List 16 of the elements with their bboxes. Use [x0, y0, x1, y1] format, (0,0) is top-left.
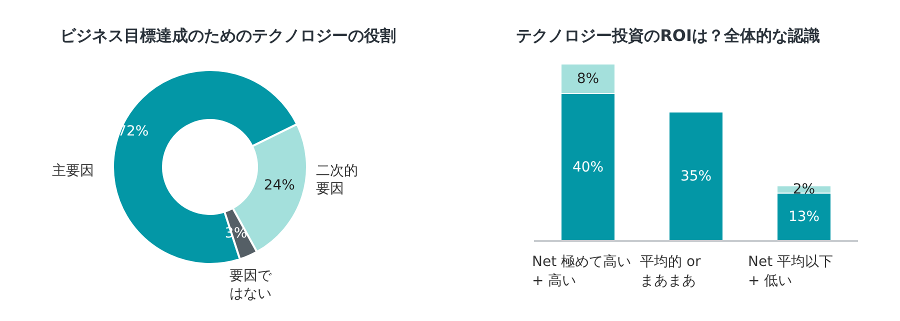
slice-label: 主要因 [52, 162, 94, 180]
chart-title: ビジネス目標達成のためのテクノロジーの役割 [59, 25, 397, 47]
bar [668, 111, 724, 242]
data-label: 13% [788, 209, 820, 226]
data-label: 8% [576, 70, 600, 87]
slice-label: 要因ではない [229, 267, 273, 303]
data-label: 72% [118, 124, 149, 140]
x-tick-label: 平均的 or まあまあ [640, 254, 701, 289]
data-label: 2% [792, 181, 816, 198]
data-label: 40% [572, 159, 604, 176]
x-tick-label: Net 極めて高い + 高い [532, 254, 632, 289]
x-tick-label: Net 平均以下 + 低い [747, 253, 834, 291]
data-label: 35% [680, 168, 712, 184]
data-label: 24% [264, 177, 295, 194]
chart-title: テクノロジー投資のROIは？全体的な認識 [515, 25, 821, 47]
slice-label: 二次的要因 [316, 162, 359, 198]
